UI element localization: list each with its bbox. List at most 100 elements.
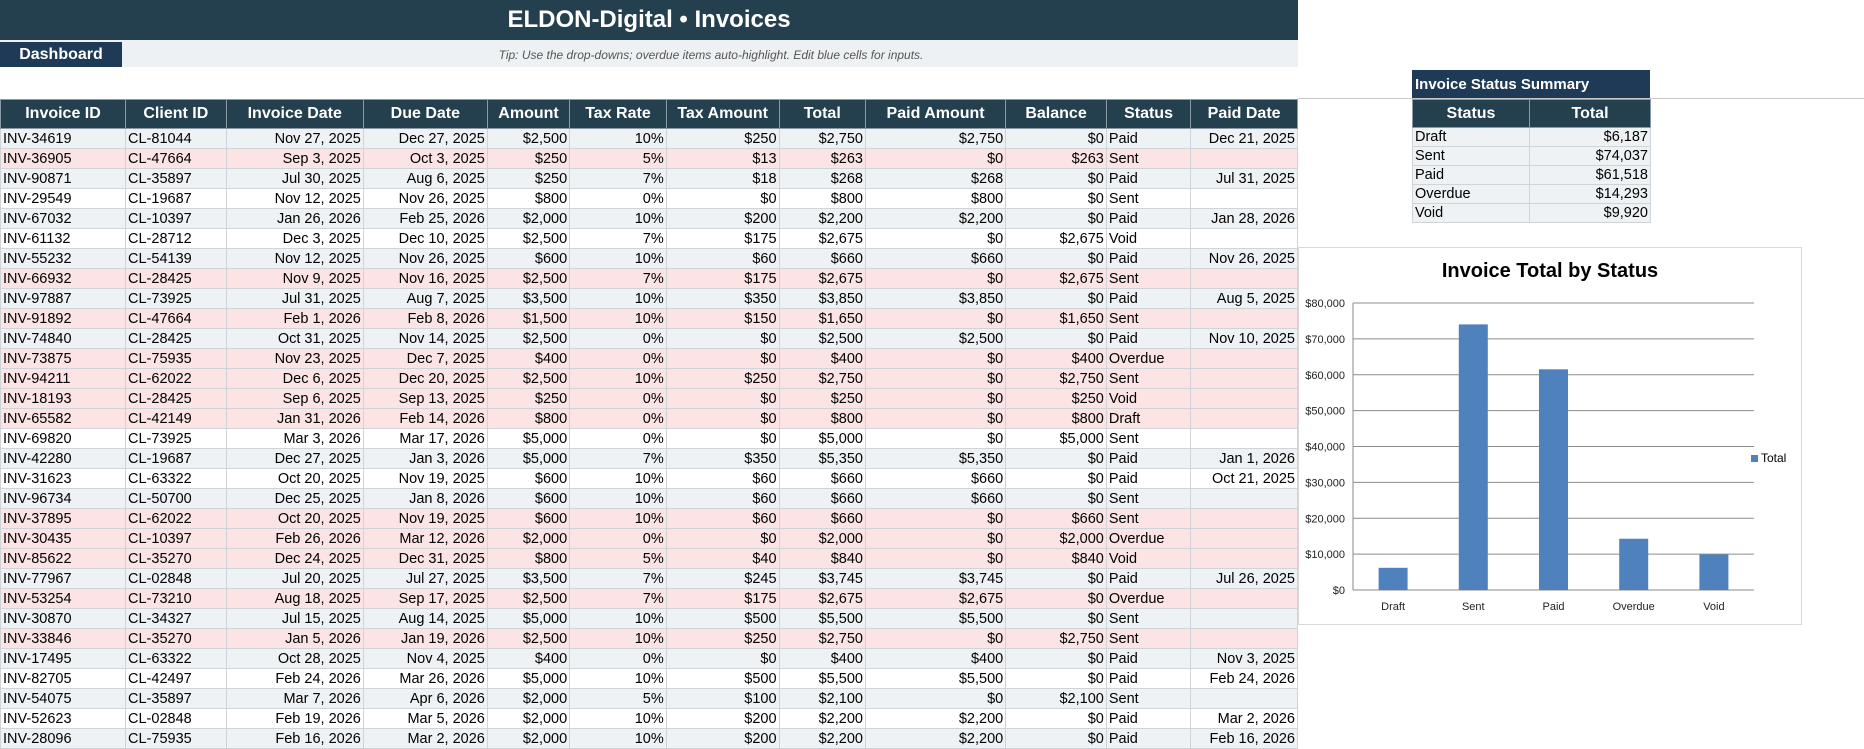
amount-cell[interactable]: $2,500 [486, 128, 571, 149]
bar-overdue[interactable] [1619, 538, 1649, 590]
balance-cell[interactable]: $0 [1005, 488, 1107, 509]
due-date-cell[interactable]: Aug 6, 2025 [362, 168, 488, 189]
status-cell[interactable]: Paid [1105, 448, 1192, 469]
status-cell[interactable]: Paid [1105, 248, 1192, 269]
invoice-date-cell[interactable]: Jan 31, 2026 [225, 408, 364, 429]
paid-amount-cell[interactable]: $2,200 [864, 208, 1007, 229]
tax-rate-cell[interactable]: 0% [569, 408, 667, 429]
paid-amount-cell[interactable]: $0 [864, 148, 1007, 169]
total-cell[interactable]: $2,200 [778, 728, 866, 749]
paid-date-cell[interactable] [1190, 588, 1298, 609]
table-row[interactable]: INV-54075 CL-35897 Mar 7, 2026 Apr 6, 2026 $… [0, 688, 1298, 709]
tax-rate-cell[interactable]: 0% [569, 388, 667, 409]
total-cell[interactable]: $2,100 [778, 688, 866, 709]
status-cell[interactable]: Paid [1105, 208, 1192, 229]
total-cell[interactable]: $400 [778, 348, 866, 369]
paid-amount-cell[interactable]: $0 [864, 528, 1007, 549]
client-id-cell[interactable]: CL-35270 [125, 628, 227, 649]
table-row[interactable]: INV-61132 CL-28712 Dec 3, 2025 Dec 10, 2025… [0, 228, 1298, 249]
status-cell[interactable]: Paid [1105, 468, 1192, 489]
tax-rate-cell[interactable]: 5% [569, 148, 667, 169]
paid-amount-cell[interactable]: $0 [864, 228, 1007, 249]
tax-amount-cell[interactable]: $250 [665, 368, 780, 389]
column-header[interactable]: Paid Date [1190, 99, 1298, 129]
tax-amount-cell[interactable]: $0 [665, 408, 780, 429]
status-cell[interactable]: Sent [1105, 428, 1192, 449]
amount-cell[interactable]: $5,000 [486, 608, 571, 629]
balance-cell[interactable]: $2,750 [1005, 368, 1107, 389]
bar-void[interactable] [1699, 554, 1729, 590]
dashboard-button[interactable]: Dashboard [0, 42, 122, 67]
summary-row[interactable]: Overdue $14,293 [1412, 184, 1651, 204]
invoice-date-cell[interactable]: Feb 24, 2026 [225, 668, 364, 689]
paid-amount-cell[interactable]: $0 [864, 348, 1007, 369]
balance-cell[interactable]: $0 [1005, 128, 1107, 149]
balance-cell[interactable]: $400 [1005, 348, 1107, 369]
tax-amount-cell[interactable]: $200 [665, 208, 780, 229]
amount-cell[interactable]: $2,000 [486, 528, 571, 549]
paid-date-cell[interactable] [1190, 528, 1298, 549]
invoice-id-cell[interactable]: INV-29549 [0, 188, 127, 209]
tax-amount-cell[interactable]: $100 [665, 688, 780, 709]
due-date-cell[interactable]: Mar 2, 2026 [362, 728, 488, 749]
status-cell[interactable]: Sent [1105, 688, 1192, 709]
balance-cell[interactable]: $0 [1005, 708, 1107, 729]
column-header[interactable]: Due Date [362, 99, 488, 129]
total-cell[interactable]: $2,675 [778, 588, 866, 609]
summary-total-cell[interactable]: $6,187 [1529, 127, 1651, 147]
balance-cell[interactable]: $0 [1005, 568, 1107, 589]
status-cell[interactable]: Sent [1105, 488, 1192, 509]
table-row[interactable]: INV-33846 CL-35270 Jan 5, 2026 Jan 19, 2026… [0, 628, 1298, 649]
column-header[interactable]: Paid Amount [864, 99, 1007, 129]
total-cell[interactable]: $2,200 [778, 208, 866, 229]
paid-amount-cell[interactable]: $0 [864, 408, 1007, 429]
total-cell[interactable]: $5,500 [778, 668, 866, 689]
summary-row[interactable]: Void $9,920 [1412, 203, 1651, 223]
due-date-cell[interactable]: Feb 8, 2026 [362, 308, 488, 329]
paid-amount-cell[interactable]: $660 [864, 248, 1007, 269]
invoice-date-cell[interactable]: Oct 20, 2025 [225, 508, 364, 529]
paid-amount-cell[interactable]: $5,350 [864, 448, 1007, 469]
tax-rate-cell[interactable]: 10% [569, 608, 667, 629]
due-date-cell[interactable]: Dec 20, 2025 [362, 368, 488, 389]
invoice-id-cell[interactable]: INV-30435 [0, 528, 127, 549]
invoice-date-cell[interactable]: Mar 3, 2026 [225, 428, 364, 449]
status-cell[interactable]: Paid [1105, 328, 1192, 349]
table-row[interactable]: INV-90871 CL-35897 Jul 30, 2025 Aug 6, 2025… [0, 168, 1298, 189]
invoice-date-cell[interactable]: Nov 12, 2025 [225, 248, 364, 269]
table-row[interactable]: INV-67032 CL-10397 Jan 26, 2026 Feb 25, 202… [0, 208, 1298, 229]
paid-date-cell[interactable] [1190, 268, 1298, 289]
due-date-cell[interactable]: Aug 7, 2025 [362, 288, 488, 309]
status-cell[interactable]: Paid [1105, 648, 1192, 669]
table-row[interactable]: INV-77967 CL-02848 Jul 20, 2025 Jul 27, 202… [0, 568, 1298, 589]
column-header[interactable]: Client ID [125, 99, 227, 129]
tax-amount-cell[interactable]: $250 [665, 628, 780, 649]
tax-amount-cell[interactable]: $18 [665, 168, 780, 189]
tax-amount-cell[interactable]: $0 [665, 328, 780, 349]
table-row[interactable]: INV-74840 CL-28425 Oct 31, 2025 Nov 14, 202… [0, 328, 1298, 349]
invoice-date-cell[interactable]: Oct 28, 2025 [225, 648, 364, 669]
paid-amount-cell[interactable]: $2,500 [864, 328, 1007, 349]
tax-rate-cell[interactable]: 0% [569, 348, 667, 369]
total-cell[interactable]: $3,850 [778, 288, 866, 309]
summary-status-cell[interactable]: Paid [1412, 165, 1530, 185]
invoice-date-cell[interactable]: Dec 6, 2025 [225, 368, 364, 389]
status-cell[interactable]: Paid [1105, 288, 1192, 309]
invoice-id-cell[interactable]: INV-67032 [0, 208, 127, 229]
column-header[interactable]: Balance [1005, 99, 1107, 129]
paid-date-cell[interactable]: Feb 16, 2026 [1190, 728, 1298, 749]
total-cell[interactable]: $2,750 [778, 368, 866, 389]
paid-date-cell[interactable] [1190, 228, 1298, 249]
total-cell[interactable]: $2,500 [778, 328, 866, 349]
invoice-id-cell[interactable]: INV-85622 [0, 548, 127, 569]
client-id-cell[interactable]: CL-75935 [125, 728, 227, 749]
table-row[interactable]: INV-34619 CL-81044 Nov 27, 2025 Dec 27, 202… [0, 128, 1298, 149]
balance-cell[interactable]: $0 [1005, 188, 1107, 209]
amount-cell[interactable]: $1,500 [486, 308, 571, 329]
status-cell[interactable]: Draft [1105, 408, 1192, 429]
summary-row[interactable]: Paid $61,518 [1412, 165, 1651, 185]
balance-cell[interactable]: $660 [1005, 508, 1107, 529]
due-date-cell[interactable]: Oct 3, 2025 [362, 148, 488, 169]
paid-date-cell[interactable] [1190, 488, 1298, 509]
total-cell[interactable]: $2,675 [778, 268, 866, 289]
